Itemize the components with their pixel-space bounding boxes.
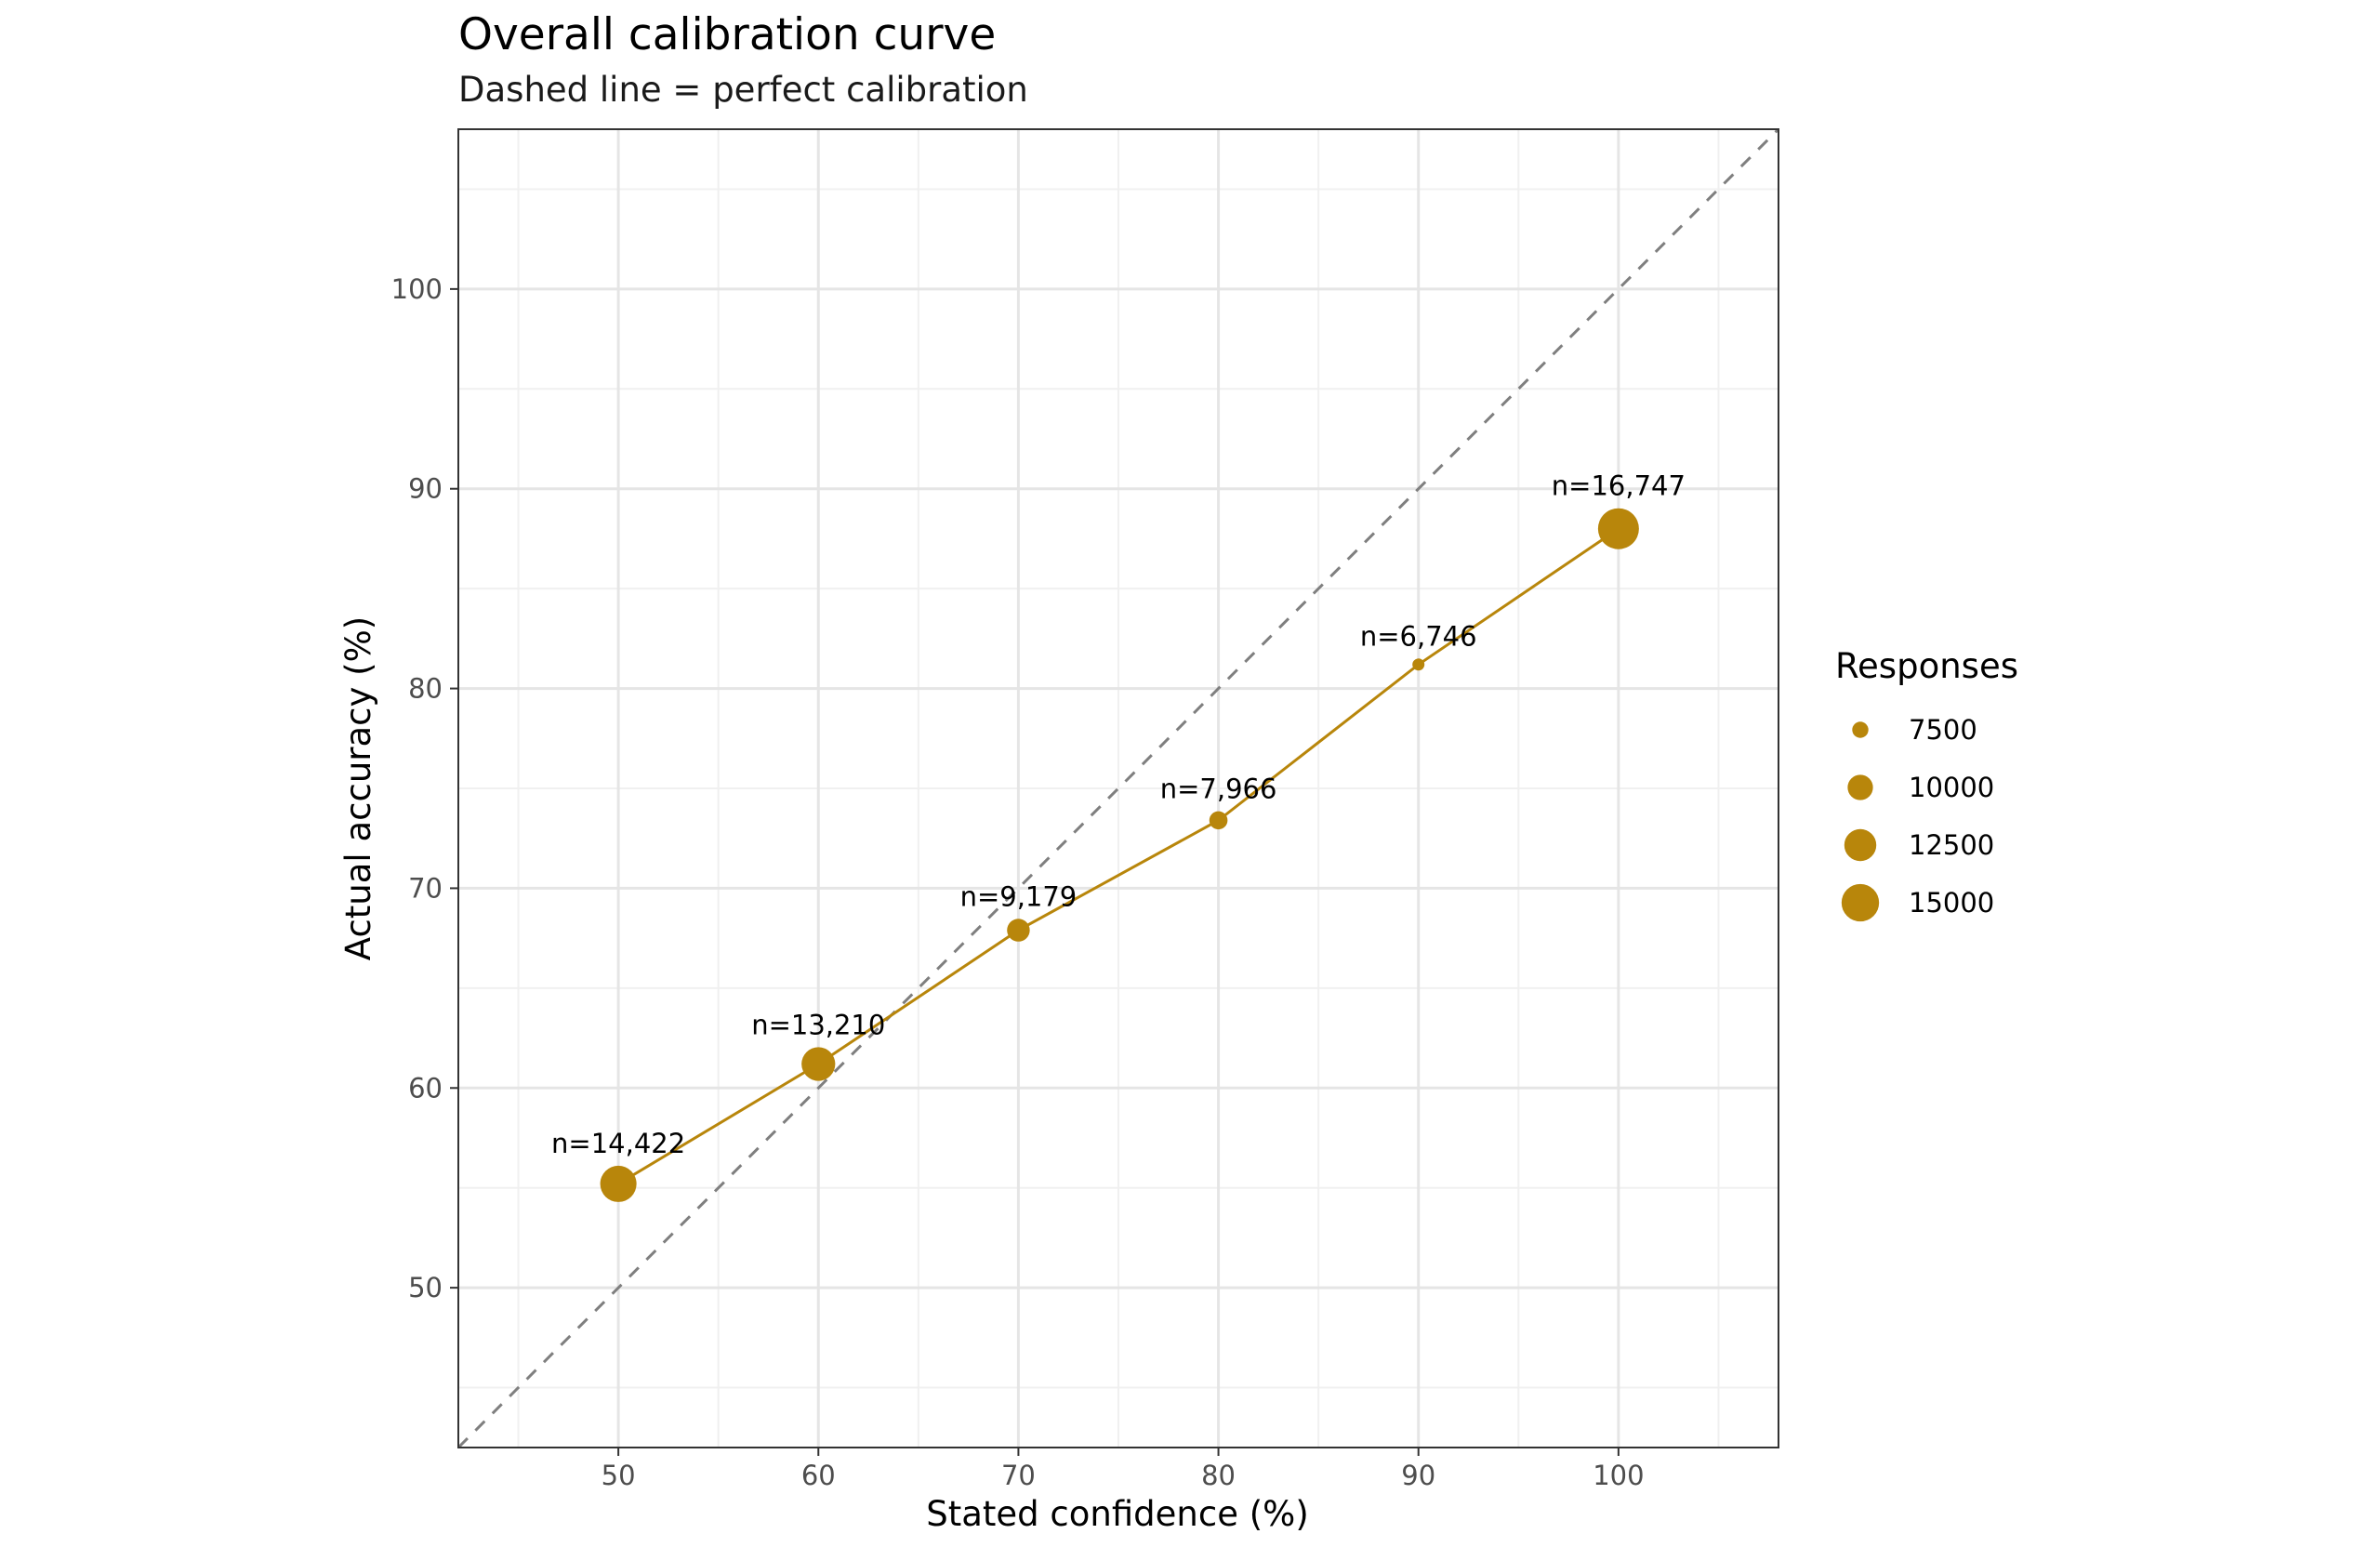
- y-tick-label: 90: [408, 473, 443, 505]
- legend-title: Responses: [1835, 646, 2018, 686]
- data-point: [600, 1165, 637, 1202]
- legend-key: [1844, 828, 1877, 862]
- legend-label: 7500: [1909, 714, 1977, 746]
- plot-border: [457, 128, 1779, 1448]
- chart-title: Overall calibration curve: [458, 9, 996, 60]
- x-axis: 50 60 70 80 90 100: [602, 1448, 1645, 1491]
- data-point: [1412, 658, 1425, 671]
- y-tick-label: 80: [408, 673, 443, 705]
- series-layer: [600, 508, 1639, 1202]
- y-axis-title: Actual accuracy (%): [338, 616, 378, 960]
- x-tick-label: 90: [1401, 1460, 1435, 1491]
- plot-panel: n=14,422 n=13,210 n=9,179 n=7,966 n=6,746 n=1…: [456, 127, 1780, 1449]
- data-point: [1597, 508, 1639, 549]
- legend-key: [1847, 774, 1873, 800]
- x-axis-title: Stated confidence (%): [926, 1494, 1309, 1534]
- data-label: n=14,422: [551, 1128, 685, 1159]
- perfect-calibration-line: [456, 127, 1780, 1449]
- x-tick-label: 60: [801, 1460, 836, 1491]
- y-axis: 50 60 70 80 90 100: [391, 273, 458, 1303]
- y-tick-label: 70: [408, 872, 443, 904]
- chart-subtitle: Dashed line = perfect calibration: [458, 70, 1028, 110]
- data-label: n=7,966: [1160, 774, 1277, 805]
- data-point: [1007, 919, 1030, 942]
- legend-key: [1852, 721, 1869, 738]
- data-label: n=9,179: [960, 880, 1078, 912]
- y-tick-label: 50: [408, 1272, 443, 1303]
- reference-line-layer: [456, 127, 1780, 1449]
- data-point: [801, 1047, 836, 1081]
- calibration-line: [617, 527, 1620, 1185]
- legend-label: 10000: [1909, 772, 1994, 803]
- x-tick-label: 70: [1001, 1460, 1036, 1491]
- x-tick-label: 80: [1201, 1460, 1236, 1491]
- legend-entries: 7500 10000 12500 15000: [1841, 714, 1994, 922]
- data-labels-layer: n=14,422 n=13,210 n=9,179 n=7,966 n=6,746 n=1…: [551, 470, 1686, 1159]
- data-label: n=6,746: [1360, 620, 1477, 652]
- legend-label: 15000: [1909, 887, 1994, 919]
- minor-grid: [458, 129, 1778, 1448]
- data-label: n=16,747: [1552, 470, 1686, 502]
- y-tick-label: 60: [408, 1072, 443, 1104]
- major-grid: [458, 129, 1778, 1448]
- legend-label: 12500: [1909, 829, 1994, 861]
- data-point: [1209, 811, 1228, 830]
- legend: Responses 7500 10000 12500 15000: [1835, 646, 2018, 922]
- legend-key: [1841, 883, 1880, 922]
- x-tick-label: 100: [1593, 1460, 1644, 1491]
- data-label: n=13,210: [751, 1009, 885, 1040]
- x-tick-label: 50: [602, 1460, 636, 1491]
- y-tick-label: 100: [391, 273, 443, 305]
